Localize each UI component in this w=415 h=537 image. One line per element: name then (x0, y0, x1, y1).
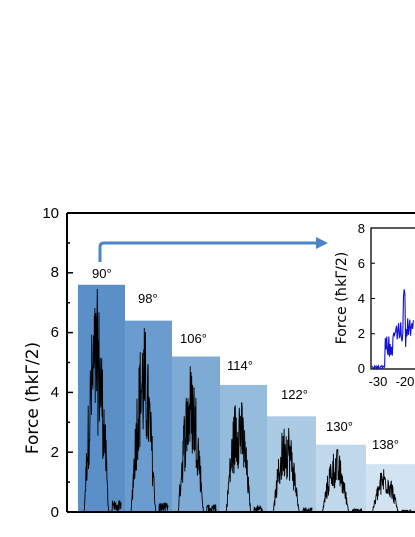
force-trace (80, 288, 122, 513)
force-trace (368, 469, 412, 514)
y-tick-label: 8 (51, 264, 59, 281)
inset-y-tick-label: 6 (358, 256, 365, 271)
y-tick-labels: 0 2 4 6 8 10 (42, 205, 59, 521)
inset-x-tick-label: -30 (369, 374, 388, 389)
inset-y-tick-label: 4 (358, 291, 365, 306)
angle-label: 90° (92, 266, 112, 281)
angle-label: 122° (281, 387, 308, 402)
inset-ticks (371, 227, 375, 370)
angle-arrow-head (316, 237, 328, 249)
inset-y-axis-label: Force (ħkΓ/2) (334, 252, 350, 345)
force-trace (318, 449, 363, 513)
y-ticks (67, 212, 73, 513)
force-trace (174, 366, 217, 513)
y-axis-label: Force (ħkΓ/2) (23, 342, 43, 454)
y-tick-label: 0 (51, 504, 59, 521)
force-trace (222, 402, 264, 513)
y-tick-label: 10 (42, 205, 59, 222)
y-tick-label: 4 (51, 384, 59, 401)
angle-label: 138° (372, 437, 399, 452)
inset-chart: 0 2 4 6 8 -30 -20 Force (ħkΓ/2) (334, 221, 415, 389)
angle-label: 106° (180, 331, 207, 346)
y-tick-label: 6 (51, 324, 59, 341)
angle-bars (78, 284, 415, 512)
inset-y-tick-label: 0 (358, 361, 365, 376)
angle-label: 98° (138, 291, 158, 306)
force-trace (127, 328, 169, 513)
inset-y-tick-label: 2 (358, 326, 365, 341)
angle-arrow (98, 241, 318, 262)
force-traces (80, 288, 412, 514)
angle-label: 114° (227, 358, 253, 373)
inset-y-tick-label: 8 (358, 221, 365, 236)
inset-x-tick-label: -20 (396, 374, 415, 389)
angle-labels: 90° 98° 106° 114° 122° 130° 138° (92, 266, 399, 452)
angle-label: 130° (326, 419, 353, 434)
inset-force-line (371, 289, 415, 371)
force-trace (269, 427, 313, 513)
y-tick-label: 2 (51, 444, 59, 461)
